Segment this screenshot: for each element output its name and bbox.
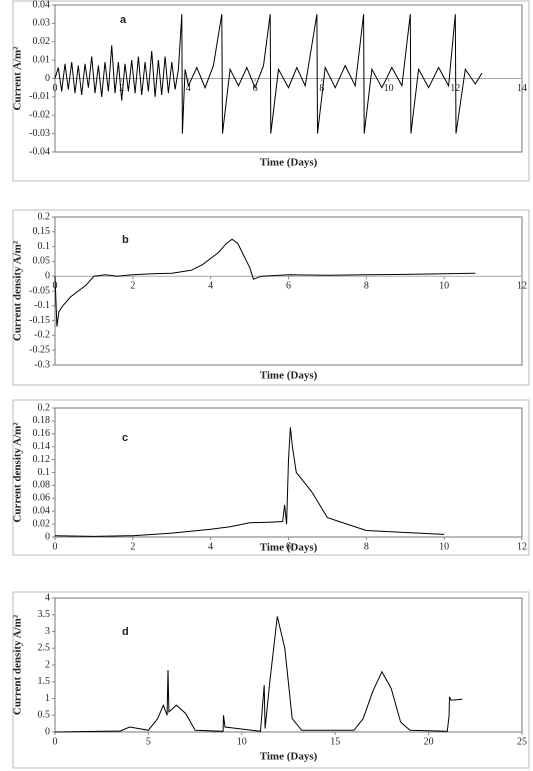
x-tick-label: 25 xyxy=(517,736,527,747)
data-line xyxy=(54,238,476,327)
y-tick-label: 0 xyxy=(45,531,50,542)
y-tick-label: -0.15 xyxy=(29,315,50,326)
x-tick-label: 10 xyxy=(384,83,394,94)
x-tick-label: 15 xyxy=(330,736,340,747)
y-tick-label: 0.16 xyxy=(33,428,51,439)
y-tick-label: -0.01 xyxy=(29,91,50,102)
y-tick-label: 0.03 xyxy=(33,18,51,29)
y-tick-label: 0.01 xyxy=(33,54,51,65)
data-line xyxy=(54,14,483,134)
x-axis-label: Time (Days) xyxy=(260,751,318,763)
x-tick-label: 0 xyxy=(53,541,58,552)
y-tick-label: 0.02 xyxy=(33,36,51,47)
y-tick-label: 4 xyxy=(45,592,50,603)
plot-border xyxy=(54,597,523,733)
x-tick-label: 14 xyxy=(517,83,527,94)
x-tick-label: 20 xyxy=(424,736,434,747)
y-tick-label: -0.02 xyxy=(29,110,50,121)
y-axis-label: Current density A/m² xyxy=(12,422,24,523)
y-tick-label: 0 xyxy=(45,726,50,737)
x-tick-label: 10 xyxy=(439,280,449,291)
panel-frame xyxy=(12,591,530,769)
y-tick-label: 0.15 xyxy=(33,226,51,237)
y-tick-label: 0.14 xyxy=(33,441,51,452)
y-tick-label: 2.5 xyxy=(38,643,51,654)
x-tick-label: 6 xyxy=(286,280,291,291)
y-tick-label: 0.18 xyxy=(33,415,51,426)
x-tick-label: 5 xyxy=(146,736,151,747)
y-tick-label: 0.1 xyxy=(38,467,51,478)
x-axis-label: Time (Days) xyxy=(260,157,318,169)
panel-letter: b xyxy=(122,234,129,246)
y-tick-label: 3.5 xyxy=(38,609,51,620)
x-tick-label: 8 xyxy=(364,541,369,552)
x-tick-label: 4 xyxy=(186,83,191,94)
y-tick-label: -0.1 xyxy=(34,300,50,311)
y-tick-label: 0.04 xyxy=(33,0,51,10)
y-tick-label: 0.12 xyxy=(33,454,51,465)
y-tick-label: 0.2 xyxy=(38,402,51,413)
x-axis-label: Time (Days) xyxy=(260,370,318,382)
data-line xyxy=(54,616,463,733)
panel-frame xyxy=(12,0,530,182)
x-axis-label: Time (Days) xyxy=(260,542,318,554)
y-tick-label: -0.05 xyxy=(29,285,50,296)
y-tick-label: 0 xyxy=(45,270,50,281)
y-tick-label: 0.02 xyxy=(33,518,51,529)
x-tick-label: 6 xyxy=(286,541,291,552)
x-tick-label: 12 xyxy=(517,541,527,552)
y-tick-label: 1.5 xyxy=(38,676,51,687)
x-tick-label: 12 xyxy=(517,280,527,291)
panel-frame xyxy=(12,209,530,386)
data-line xyxy=(54,427,445,537)
y-axis-label: Current density A/m² xyxy=(12,614,24,715)
y-tick-label: 3 xyxy=(45,626,50,637)
y-tick-label: 0.08 xyxy=(33,480,51,491)
x-tick-label: 8 xyxy=(319,83,324,94)
x-tick-label: 4 xyxy=(208,541,213,552)
y-tick-label: 0.1 xyxy=(38,241,51,252)
y-tick-label: 0.5 xyxy=(38,710,51,721)
y-tick-label: -0.03 xyxy=(29,128,50,139)
y-tick-label: 0.06 xyxy=(33,493,51,504)
x-tick-label: 2 xyxy=(119,83,124,94)
y-tick-label: 0.04 xyxy=(33,505,51,516)
y-axis-label: Current density A/m² xyxy=(12,240,24,341)
x-tick-label: 10 xyxy=(237,736,247,747)
y-tick-label: -0.2 xyxy=(34,330,50,341)
y-tick-label: -0.25 xyxy=(29,344,50,355)
x-tick-label: 2 xyxy=(130,280,135,291)
panel-frame xyxy=(12,399,530,556)
y-tick-label: 2 xyxy=(45,659,50,670)
x-tick-label: 0 xyxy=(53,83,58,94)
x-tick-label: 2 xyxy=(130,541,135,552)
y-tick-label: 0.2 xyxy=(38,211,51,222)
x-tick-label: 4 xyxy=(208,280,213,291)
y-tick-label: 0.05 xyxy=(33,256,51,267)
y-axis-label: Current A/m² xyxy=(12,46,24,111)
panel-letter: a xyxy=(120,14,127,26)
y-tick-label: -0.04 xyxy=(29,146,50,157)
x-tick-label: 0 xyxy=(53,736,58,747)
y-tick-label: 1 xyxy=(45,693,50,704)
panel-letter: d xyxy=(122,626,129,638)
y-tick-label: 0 xyxy=(45,73,50,84)
x-tick-label: 10 xyxy=(439,541,449,552)
y-tick-label: -0.3 xyxy=(34,359,50,370)
x-tick-label: 8 xyxy=(364,280,369,291)
panel-letter: c xyxy=(122,432,128,444)
